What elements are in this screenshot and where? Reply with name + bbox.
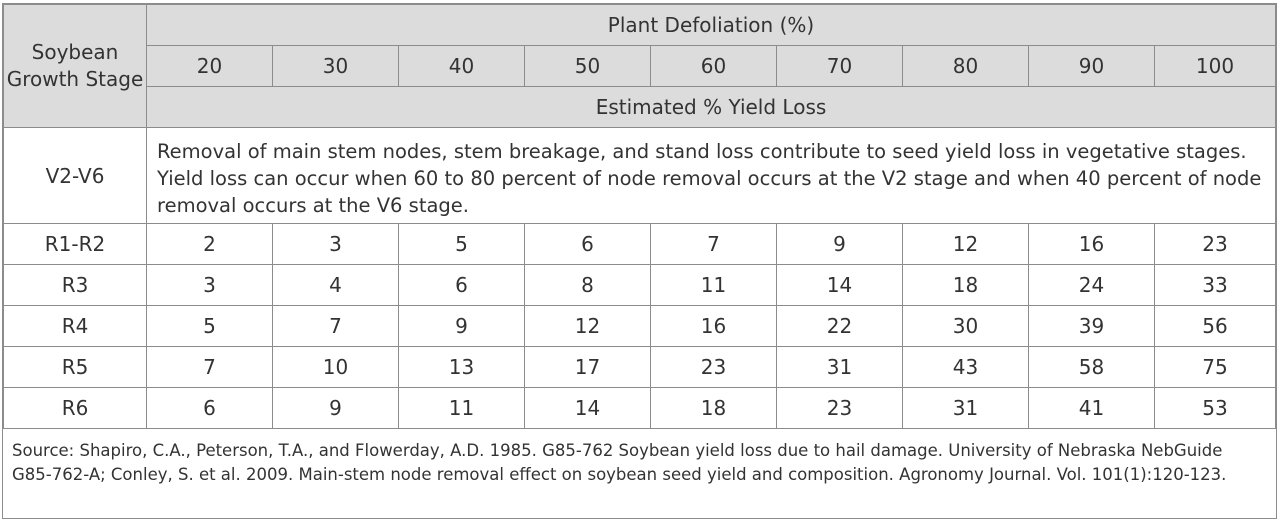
stage-cell: R4 [3,305,147,347]
stage-cell: V2-V6 [3,127,147,224]
yield-loss-cell: 24 [1028,264,1155,306]
yield-loss-table: Soybean Growth Stage Plant Defoliation (… [3,4,1276,429]
yield-loss-cell: 18 [902,264,1029,306]
yield-loss-cell: 3 [272,223,399,265]
yield-loss-cell: 17 [524,346,651,388]
yield-loss-cell: 11 [398,387,525,429]
table-row: R4 5 7 9 12 16 22 30 39 56 [3,305,1276,347]
defoliation-level-header: 50 [524,45,651,87]
yield-loss-cell: 9 [272,387,399,429]
defoliation-header: Plant Defoliation (%) [146,4,1276,46]
yield-loss-cell: 14 [776,264,903,306]
defoliation-level-header: 70 [776,45,903,87]
yield-loss-cell: 56 [1154,305,1276,347]
yield-loss-cell: 13 [398,346,525,388]
yield-loss-cell: 2 [146,223,273,265]
yield-loss-cell: 33 [1154,264,1276,306]
yield-loss-cell: 6 [398,264,525,306]
yield-loss-table-container: Soybean Growth Stage Plant Defoliation (… [2,3,1277,519]
table-row: R1-R2 2 3 5 6 7 9 12 16 23 [3,223,1276,265]
yield-loss-cell: 31 [776,346,903,388]
table-body: V2-V6 Removal of main stem nodes, stem b… [3,127,1276,429]
yield-loss-cell: 16 [1028,223,1155,265]
yield-loss-cell: 12 [524,305,651,347]
table-header: Soybean Growth Stage Plant Defoliation (… [3,4,1276,128]
yield-loss-cell: 16 [650,305,777,347]
defoliation-level-header: 40 [398,45,525,87]
yield-loss-cell: 7 [146,346,273,388]
table-row: R6 6 9 11 14 18 23 31 41 53 [3,387,1276,429]
yield-loss-cell: 9 [398,305,525,347]
yield-loss-cell: 4 [272,264,399,306]
yield-loss-cell: 5 [146,305,273,347]
yield-loss-cell: 23 [1154,223,1276,265]
yield-loss-cell: 8 [524,264,651,306]
yield-loss-cell: 7 [272,305,399,347]
yield-loss-cell: 9 [776,223,903,265]
stage-cell: R6 [3,387,147,429]
yield-loss-cell: 43 [902,346,1029,388]
yield-loss-cell: 11 [650,264,777,306]
table-row: R3 3 4 6 8 11 14 18 24 33 [3,264,1276,306]
stage-cell: R3 [3,264,147,306]
yield-loss-cell: 41 [1028,387,1155,429]
yield-loss-cell: 23 [776,387,903,429]
defoliation-levels-row: 20 30 40 50 60 70 80 90 100 [4,45,1276,87]
vegetative-row: V2-V6 Removal of main stem nodes, stem b… [3,127,1276,224]
stage-cell: R5 [3,346,147,388]
yield-loss-cell: 14 [524,387,651,429]
yield-loss-cell: 10 [272,346,399,388]
defoliation-level-header: 30 [272,45,399,87]
yield-loss-cell: 22 [776,305,903,347]
yield-loss-cell: 5 [398,223,525,265]
defoliation-level-header: 90 [1028,45,1155,87]
defoliation-level-header: 100 [1154,45,1276,87]
yield-loss-cell: 18 [650,387,777,429]
yield-loss-cell: 39 [1028,305,1155,347]
yield-loss-cell: 6 [146,387,273,429]
defoliation-level-header: 60 [650,45,777,87]
stage-header-label: Soybean Growth Stage [6,40,144,91]
stage-cell: R1-R2 [3,223,147,265]
defoliation-level-header: 20 [146,45,273,87]
yield-loss-cell: 58 [1028,346,1155,388]
yield-loss-cell: 3 [146,264,273,306]
yield-loss-cell: 53 [1154,387,1276,429]
yield-loss-cell: 6 [524,223,651,265]
stage-column-header: Soybean Growth Stage [3,4,147,128]
yield-loss-cell: 12 [902,223,1029,265]
yield-loss-cell: 23 [650,346,777,388]
yield-loss-cell: 75 [1154,346,1276,388]
vegetative-note: Removal of main stem nodes, stem breakag… [146,127,1276,224]
table-row: R5 7 10 13 17 23 31 43 58 75 [3,346,1276,388]
yield-loss-cell: 30 [902,305,1029,347]
yield-loss-cell: 31 [902,387,1029,429]
defoliation-level-header: 80 [902,45,1029,87]
yield-loss-cell: 7 [650,223,777,265]
source-citation: Source: Shapiro, C.A., Peterson, T.A., a… [12,441,1227,484]
yield-loss-header: Estimated % Yield Loss [146,86,1276,128]
